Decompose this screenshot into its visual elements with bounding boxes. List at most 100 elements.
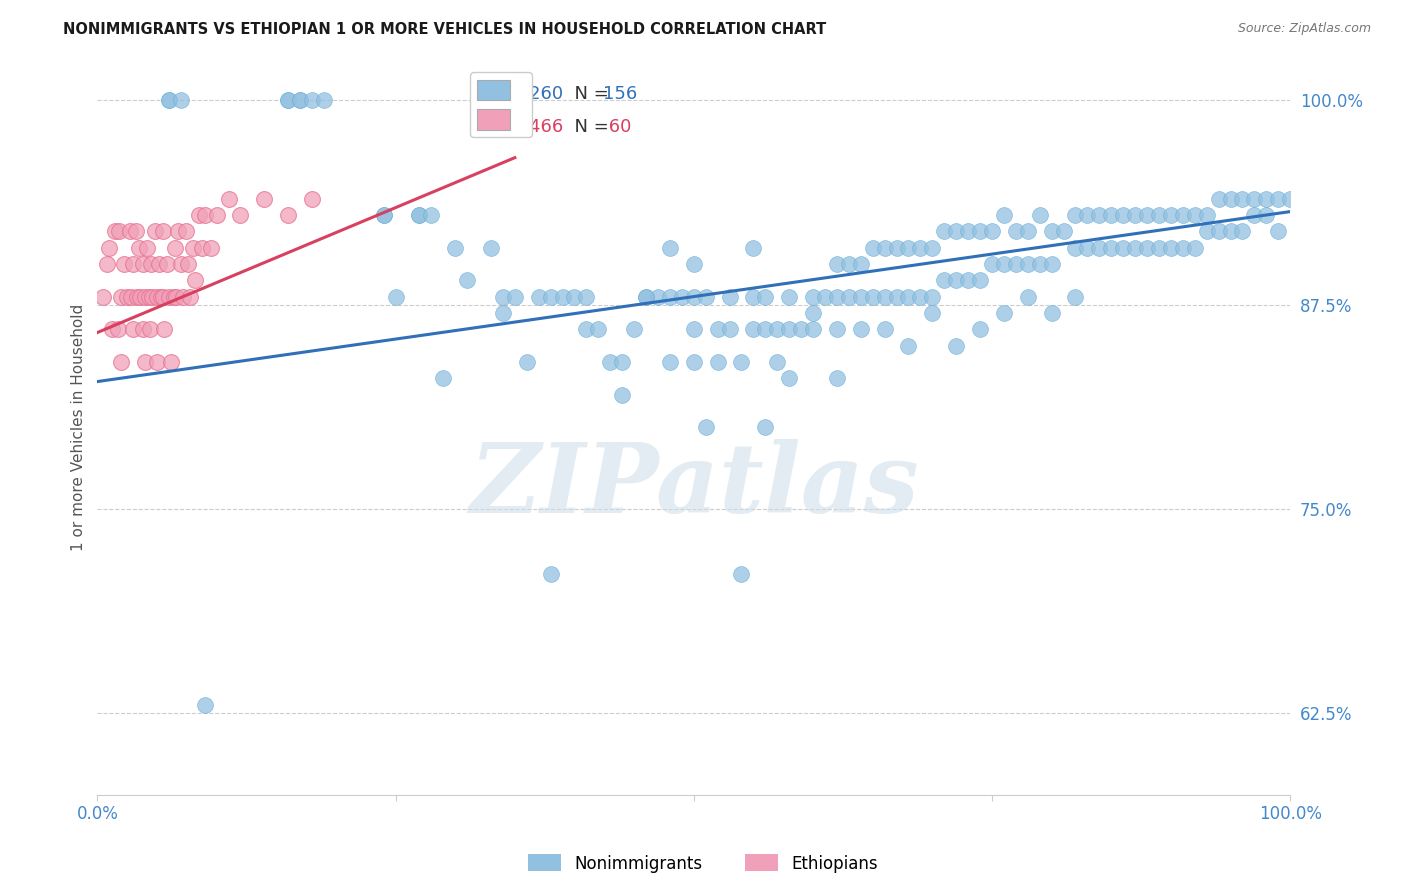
Point — [969, 322, 991, 336]
Point — [612, 387, 634, 401]
Point — [1184, 241, 1206, 255]
Point — [682, 355, 704, 369]
Point — [1088, 208, 1111, 222]
Point — [163, 289, 186, 303]
Point — [778, 322, 800, 336]
Text: N =: N = — [562, 86, 614, 103]
Point — [139, 322, 162, 336]
Text: 156: 156 — [603, 86, 637, 103]
Point — [148, 257, 170, 271]
Point — [886, 289, 908, 303]
Point — [149, 289, 172, 303]
Point — [277, 94, 299, 108]
Point — [718, 289, 741, 303]
Point — [146, 289, 169, 303]
Point — [1017, 224, 1039, 238]
Point — [1184, 208, 1206, 222]
Point — [588, 322, 610, 336]
Point — [658, 289, 681, 303]
Point — [155, 257, 177, 271]
Point — [1160, 208, 1182, 222]
Point — [1123, 241, 1146, 255]
Point — [288, 94, 311, 108]
Point — [1064, 208, 1087, 222]
Point — [1099, 208, 1122, 222]
Point — [96, 257, 118, 271]
Point — [134, 289, 156, 303]
Point — [825, 322, 848, 336]
Point — [108, 224, 131, 238]
Point — [993, 306, 1015, 320]
Point — [503, 289, 526, 303]
Point — [177, 257, 200, 271]
Point — [1136, 208, 1159, 222]
Point — [718, 322, 741, 336]
Point — [886, 241, 908, 255]
Point — [742, 241, 765, 255]
Point — [125, 289, 148, 303]
Point — [373, 208, 395, 222]
Point — [682, 289, 704, 303]
Point — [146, 355, 169, 369]
Point — [671, 289, 693, 303]
Point — [1279, 192, 1302, 206]
Point — [1028, 208, 1050, 222]
Point — [408, 208, 430, 222]
Point — [152, 224, 174, 238]
Point — [1064, 241, 1087, 255]
Point — [1147, 208, 1170, 222]
Point — [98, 241, 121, 255]
Point — [165, 289, 187, 303]
Point — [191, 241, 214, 255]
Point — [408, 208, 430, 222]
Point — [107, 322, 129, 336]
Point — [993, 208, 1015, 222]
Text: R =: R = — [472, 119, 512, 136]
Point — [910, 289, 932, 303]
Point — [373, 208, 395, 222]
Point — [862, 241, 884, 255]
Point — [1004, 257, 1026, 271]
Point — [897, 241, 920, 255]
Point — [288, 94, 311, 108]
Point — [682, 322, 704, 336]
Point — [312, 94, 335, 108]
Point — [754, 322, 776, 336]
Point — [1160, 241, 1182, 255]
Point — [934, 224, 956, 238]
Point — [1243, 192, 1265, 206]
Point — [1052, 224, 1074, 238]
Text: 60: 60 — [603, 119, 631, 136]
Point — [157, 94, 180, 108]
Point — [838, 289, 860, 303]
Point — [1219, 192, 1241, 206]
Point — [277, 94, 299, 108]
Point — [1195, 224, 1218, 238]
Text: 0.260: 0.260 — [512, 86, 564, 103]
Point — [157, 289, 180, 303]
Point — [551, 289, 574, 303]
Point — [623, 322, 645, 336]
Point — [1123, 208, 1146, 222]
Point — [444, 241, 467, 255]
Point — [612, 355, 634, 369]
Point — [124, 224, 146, 238]
Point — [575, 289, 598, 303]
Point — [921, 289, 943, 303]
Text: 0.466: 0.466 — [512, 119, 564, 136]
Point — [110, 289, 132, 303]
Point — [118, 224, 141, 238]
Point — [730, 567, 752, 582]
Point — [634, 289, 657, 303]
Legend: , : , — [470, 72, 531, 137]
Point — [1232, 224, 1254, 238]
Point — [1243, 208, 1265, 222]
Point — [801, 289, 824, 303]
Point — [1004, 224, 1026, 238]
Point — [1171, 208, 1194, 222]
Point — [695, 420, 717, 434]
Point — [143, 224, 166, 238]
Point — [100, 322, 122, 336]
Point — [516, 355, 538, 369]
Point — [1088, 241, 1111, 255]
